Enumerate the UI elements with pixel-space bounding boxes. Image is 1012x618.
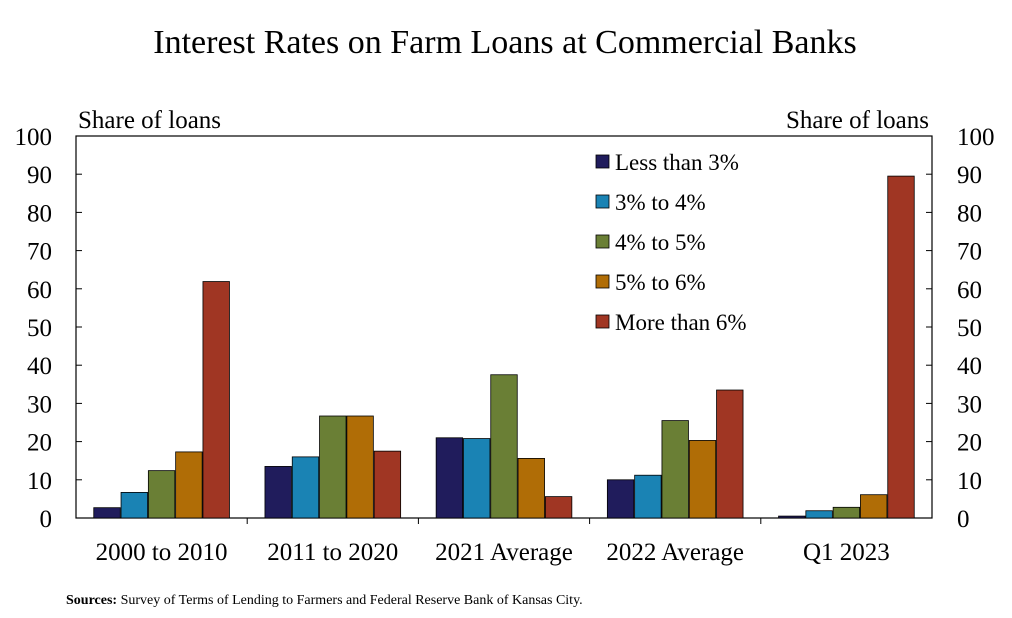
y-tick-label-right: 60: [957, 277, 982, 304]
y-tick-label-right: 80: [957, 200, 982, 227]
bar: [606, 479, 635, 519]
bar: [661, 420, 689, 519]
y-tick-label-left: 0: [40, 506, 53, 533]
x-tick-label: 2021 Average: [435, 539, 573, 566]
y-tick-label-left: 30: [27, 391, 52, 418]
bar: [517, 458, 545, 519]
y-tick-label-left: 70: [27, 239, 52, 266]
legend-label: 5% to 6%: [615, 270, 706, 295]
bar: [778, 515, 806, 519]
y-tick-label-right: 0: [957, 506, 970, 533]
x-tick-label: 2000 to 2010: [96, 539, 228, 566]
bar: [463, 438, 491, 519]
bar: [346, 415, 374, 519]
legend-label: More than 6%: [615, 310, 747, 335]
bar: [93, 507, 121, 519]
legend: Less than 3% 3% to 4% 4% to 5% 5% to 6% More…: [595, 150, 747, 335]
y-tick-label-left: 80: [27, 200, 52, 227]
legend-swatch: [595, 194, 610, 209]
bar: [860, 494, 888, 519]
y-tick-label-left: 10: [27, 468, 52, 495]
legend-label: Less than 3%: [615, 150, 739, 175]
bar: [544, 496, 573, 519]
y-tick-label-left: 90: [27, 162, 52, 189]
legend-label: 4% to 5%: [615, 230, 706, 255]
y-tick-label-left: 40: [27, 353, 52, 380]
bar: [887, 175, 915, 519]
y-tick-label-right: 10: [957, 468, 982, 495]
x-axis: 2000 to 2010 2011 to 2020 2021 Average 2022…: [96, 518, 890, 566]
bar: [634, 474, 662, 519]
sources-text: Survey of Terms of Lending to Farmers an…: [117, 593, 583, 608]
sources-label: Sources:: [66, 593, 118, 608]
bar: [490, 374, 518, 519]
y-tick-label-right: 70: [957, 239, 982, 266]
legend-swatch: [595, 154, 610, 169]
bar: [319, 415, 347, 519]
y-tick-label-right: 30: [957, 391, 982, 418]
y-tick-label-right: 40: [957, 353, 982, 380]
bar: [291, 456, 320, 519]
bar: [435, 437, 464, 519]
y-axis-right: 0 10 20 30 40 50 60 70 80 90 100: [926, 124, 995, 533]
bar-chart: Interest Rates on Farm Loans at Commerci…: [15, 24, 995, 566]
bar: [175, 451, 203, 519]
bar: [832, 506, 861, 519]
bar: [805, 510, 833, 519]
bar: [373, 450, 402, 519]
x-tick-label: 2022 Average: [606, 539, 744, 566]
legend-label: 3% to 4%: [615, 190, 706, 215]
bar: [264, 466, 292, 519]
y-axis-label-left: Share of loans: [78, 107, 221, 134]
y-axis-label-right: Share of loans: [786, 107, 929, 134]
y-axis-left: 0 10 20 30 40 50 60 70 80 90 100: [15, 124, 82, 533]
chart-title: Interest Rates on Farm Loans at Commerci…: [153, 24, 856, 61]
y-tick-label-right: 20: [957, 430, 982, 457]
bar: [688, 440, 717, 519]
legend-swatch: [595, 234, 610, 249]
y-tick-label-right: 90: [957, 162, 982, 189]
y-tick-label-left: 20: [27, 430, 52, 457]
y-tick-label-left: 50: [27, 315, 52, 342]
bar: [716, 389, 744, 519]
bar: [120, 492, 148, 519]
y-tick-label-left: 60: [27, 277, 52, 304]
y-tick-label-right: 100: [957, 124, 995, 151]
bar: [202, 281, 230, 519]
bars: [93, 175, 915, 519]
y-tick-label-left: 100: [15, 124, 53, 151]
legend-swatch: [595, 274, 610, 289]
y-tick-label-right: 50: [957, 315, 982, 342]
x-tick-label: Q1 2023: [803, 539, 890, 566]
sources-note: Sources: Survey of Terms of Lending to F…: [66, 593, 583, 609]
legend-swatch: [595, 314, 610, 329]
x-tick-label: 2011 to 2020: [267, 539, 398, 566]
bar: [147, 470, 176, 519]
